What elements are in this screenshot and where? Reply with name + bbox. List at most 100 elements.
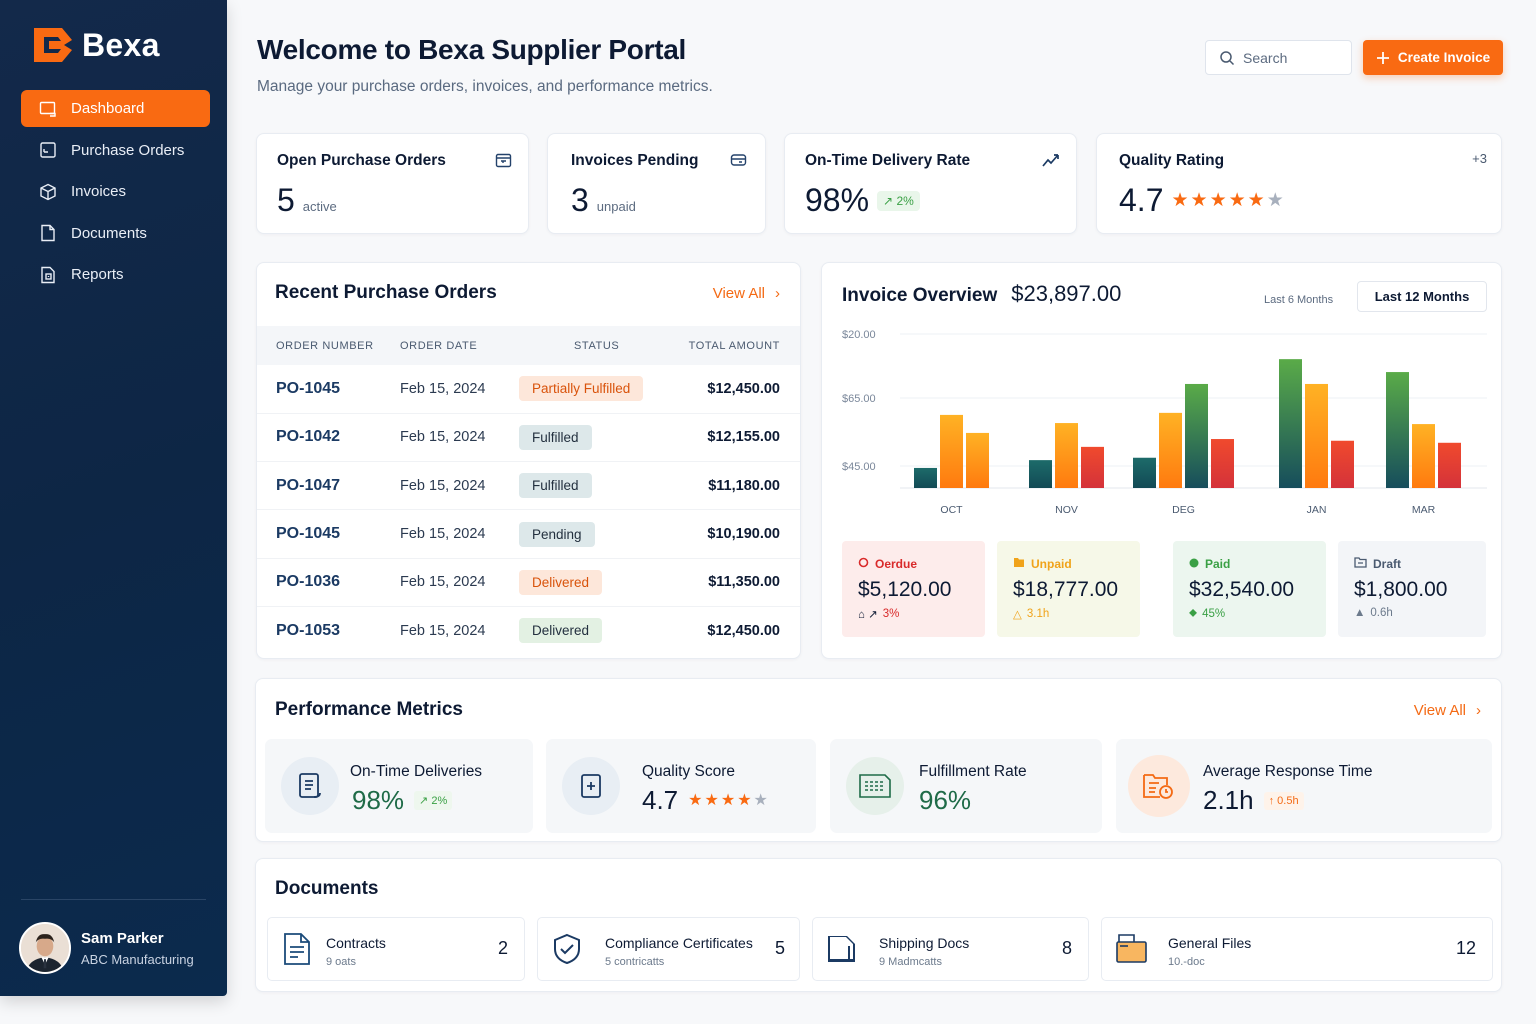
metric-name: Average Response Time [1203, 763, 1373, 780]
bar-deg-teal[interactable] [1133, 457, 1156, 488]
document-count: 2 [497, 938, 508, 958]
metric-fulfillment-rate[interactable]: Fulfillment Rate 96% [830, 739, 1102, 833]
sidebar-item-label: Documents [71, 224, 147, 242]
order-number[interactable]: PO-1036 [276, 573, 341, 591]
bar-mar-orange[interactable] [1412, 424, 1435, 488]
x-tick-label: NOV [1055, 504, 1078, 516]
stat-title: On-Time Delivery Rate [805, 152, 971, 169]
table-row[interactable]: PO-1053 Feb 15, 2024 Delivered $12,450.00 [257, 606, 800, 654]
order-amount: $11,350.00 [669, 558, 800, 607]
bar-jan-orange[interactable] [1305, 383, 1328, 488]
metric-name: Quality Score [642, 763, 736, 780]
tile-label: Oerdue [875, 557, 918, 571]
logo[interactable]: Bexa [32, 26, 160, 64]
metric-on-time-deliveries[interactable]: On-Time Deliveries 98% ↗ 2% [265, 739, 533, 833]
column-header[interactable]: ORDER NUMBER [276, 339, 374, 352]
bar-mar-red[interactable] [1438, 442, 1461, 488]
bar-jan-red[interactable] [1331, 440, 1354, 488]
invoice-status-tile[interactable]: Oerdue $5,120.00 ⌂ ↗ 3% [842, 541, 985, 637]
user-profile[interactable]: Sam Parker ABC Manufacturing [19, 922, 194, 974]
status-badge: Delivered [519, 569, 603, 595]
search-input[interactable]: Search [1205, 40, 1352, 75]
corner-badge: +3 [1472, 151, 1487, 166]
invoice-status-tile[interactable]: Paid $32,540.00 ⬥ 45% [1173, 541, 1326, 637]
column-header[interactable]: TOTAL AMOUNT [688, 339, 780, 352]
document-category-compliance[interactable]: Compliance Certificates 5 contricatts 5 [537, 917, 800, 981]
bar-nov-red[interactable] [1081, 446, 1104, 488]
chevron-right-icon: › [1476, 702, 1481, 719]
order-number[interactable]: PO-1045 [276, 525, 341, 543]
order-amount: $12,450.00 [707, 622, 780, 639]
folder-icon [1013, 557, 1025, 571]
sidebar-item-dashboard[interactable]: Dashboard [21, 90, 210, 127]
box-icon [40, 183, 56, 200]
bar-jan-green[interactable] [1279, 359, 1302, 488]
document-category-contracts[interactable]: Contracts 9 oats 2 [267, 917, 525, 981]
document-sub: 10.-doc [1168, 956, 1205, 968]
table-row[interactable]: PO-1045 Feb 15, 2024 Partially Fulfilled $1… [257, 365, 800, 414]
bexa-logo-icon [34, 28, 72, 62]
table-row[interactable]: PO-1047 Feb 15, 2024 Fulfilled $11,180.00 [257, 461, 800, 511]
bar-oct-teal[interactable] [914, 467, 937, 488]
dashboard-icon [39, 101, 56, 117]
shield-check-icon [554, 933, 580, 965]
status-badge: Fulfilled [519, 473, 592, 499]
bar-nov-orange[interactable] [1055, 423, 1078, 488]
metric-quality-score[interactable]: Quality Score 4.7 ★ ★ ★ ★ ★ [546, 739, 816, 833]
sidebar-item-reports[interactable]: Reports [21, 256, 210, 293]
brand-name: Bexa [82, 26, 160, 63]
order-date: Feb 15, 2024 [400, 380, 486, 397]
column-header[interactable]: STATUS [574, 339, 620, 352]
sidebar-item-label: Reports [71, 266, 124, 283]
metric-value: 96% [919, 785, 972, 815]
sidebar-item-purchase-orders[interactable]: Purchase Orders [21, 132, 210, 169]
stat-card-open-purchase-orders[interactable]: Open Purchase Orders 5 active [256, 133, 529, 234]
user-org: ABC Manufacturing [81, 951, 194, 967]
order-amount: $12,450.00 [669, 365, 800, 414]
search-icon [1220, 50, 1235, 65]
document-category-general[interactable]: General Files 10.-doc 12 [1101, 917, 1493, 981]
invoice-bar-chart: $20.00 $65.00 $45.00 OCT NOV DEG JAN MAR [842, 329, 1487, 516]
create-invoice-button[interactable]: Create Invoice [1363, 40, 1503, 75]
star-filled-icon: ★ [1228, 190, 1246, 211]
view-all-link[interactable]: View All › [1413, 702, 1481, 719]
bar-oct-orange[interactable] [966, 432, 989, 488]
invoice-status-tile[interactable]: Draft $1,800.00 ▲ 0.6h [1338, 541, 1486, 637]
bar-deg-red[interactable] [1211, 439, 1234, 488]
star-empty-icon: ★ [1266, 190, 1284, 211]
sidebar-item-invoices[interactable]: Invoices [21, 173, 210, 210]
document-name: Contracts [326, 935, 386, 951]
bar-mar-green[interactable] [1386, 372, 1409, 488]
invoice-status-tile[interactable]: Unpaid $18,777.00 △ 3.1h [997, 541, 1140, 637]
order-number[interactable]: PO-1047 [276, 476, 341, 494]
stat-card-quality-rating[interactable]: Quality Rating +3 4.7 ★ ★ ★ ★ ★ ★ [1096, 133, 1502, 234]
order-number[interactable]: PO-1053 [276, 621, 341, 639]
star-filled-icon: ★ [1190, 190, 1208, 211]
add-document-icon-wrap [562, 757, 620, 815]
status-badge: Delivered [519, 618, 603, 644]
bar-oct-orange[interactable] [940, 414, 963, 488]
metric-name: On-Time Deliveries [350, 763, 483, 780]
range-last-12-months[interactable]: Last 12 Months [1357, 281, 1487, 312]
star-filled-icon: ★ [688, 791, 703, 809]
status-badge: Pending [519, 521, 595, 547]
table-row[interactable]: PO-1042 Feb 15, 2024 Fulfilled $12,155.00 [257, 413, 800, 463]
document-name: Shipping Docs [879, 935, 970, 951]
stat-card-invoices-pending[interactable]: Invoices Pending 3 unpaid [547, 133, 766, 234]
bar-nov-teal[interactable] [1029, 460, 1052, 488]
order-number[interactable]: PO-1042 [276, 428, 341, 446]
x-tick-label: JAN [1307, 504, 1327, 516]
sidebar-item-documents[interactable]: Documents [21, 215, 210, 252]
range-last-6-months[interactable]: Last 6 Months [1264, 294, 1334, 306]
bar-deg-orange[interactable] [1159, 412, 1182, 488]
column-header[interactable]: ORDER DATE [400, 339, 478, 352]
table-row[interactable]: PO-1036 Feb 15, 2024 Delivered $11,350.00 [257, 558, 800, 607]
order-number[interactable]: PO-1045 [276, 379, 341, 397]
metric-average-response-time[interactable]: Average Response Time 2.1h ↑ 0.5h [1116, 739, 1492, 833]
bar-deg-green[interactable] [1185, 383, 1208, 488]
view-all-link[interactable]: View All › [712, 285, 780, 302]
stat-card-on-time-delivery[interactable]: On-Time Delivery Rate 98% ↗ 2% [784, 133, 1077, 234]
order-date: Feb 15, 2024 [400, 477, 486, 494]
table-row[interactable]: PO-1045 Feb 15, 2024 Pending $10,190.00 [257, 509, 800, 559]
document-category-shipping[interactable]: Shipping Docs 9 Madmcatts 8 [812, 917, 1089, 981]
